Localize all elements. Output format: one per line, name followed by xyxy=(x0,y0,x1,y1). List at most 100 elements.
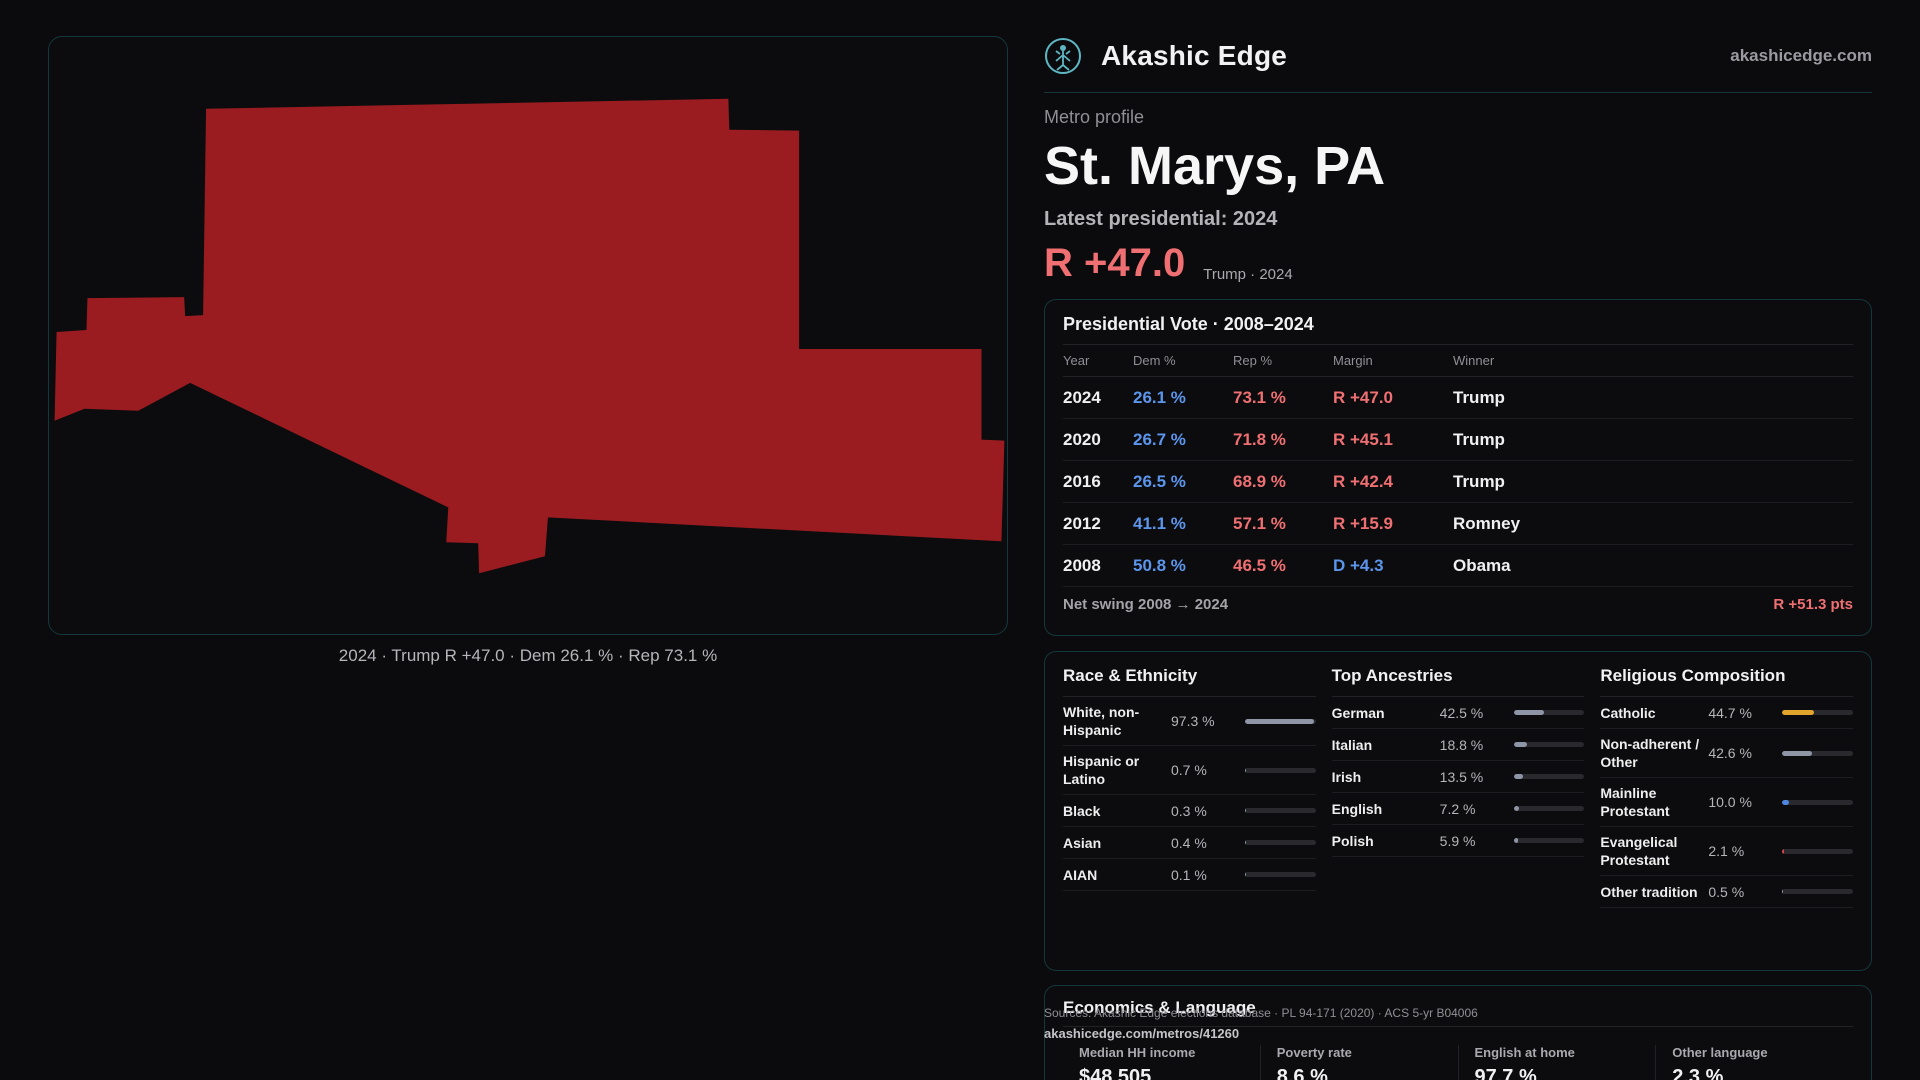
cell-rep: 71.8 % xyxy=(1233,418,1333,461)
headline-margin-value: R +47.0 xyxy=(1044,241,1186,285)
cell-rep: 68.9 % xyxy=(1233,460,1333,503)
cell-rep: 57.1 % xyxy=(1233,502,1333,545)
list-item: Hispanic or Latino 0.7 % xyxy=(1063,746,1316,795)
list-item: Italian 18.8 % xyxy=(1331,729,1585,761)
demographic-bar-track xyxy=(1245,767,1316,773)
brand-header: Akashic Edge akashicedge.com xyxy=(1044,36,1872,76)
economics-title: Economics & Language xyxy=(1063,998,1256,1017)
econ-stat-label: English at home xyxy=(1474,1045,1575,1060)
net-swing-value: R +51.3 pts xyxy=(1773,596,1853,613)
cell-rep: 46.5 % xyxy=(1233,544,1333,587)
demographic-bar-track xyxy=(1513,774,1585,779)
demographics-card: Race & Ethnicity White, non-Hispanic 97.3 … xyxy=(1044,651,1872,971)
demographic-label: Black xyxy=(1063,802,1101,819)
cell-dem: 26.7 % xyxy=(1133,418,1233,461)
net-swing-row: Net swing 2008 → 2024 R +51.3 pts xyxy=(1063,596,1853,613)
econ-stat-value: 8.6 % xyxy=(1276,1066,1328,1080)
headline-margin-sub: Trump · 2024 xyxy=(1203,266,1293,283)
demographic-bar-fill xyxy=(1245,718,1314,724)
demographic-bar-fill xyxy=(1782,799,1790,805)
demographic-bar-fill xyxy=(1513,838,1518,843)
demographic-value: 18.8 % xyxy=(1439,736,1484,753)
cell-year: 2020 xyxy=(1063,418,1133,461)
header-year: Year xyxy=(1063,344,1133,377)
list-item: Polish 5.9 % xyxy=(1331,825,1585,857)
demographics-column-title: Religious Composition xyxy=(1600,666,1854,697)
demographic-bar-track xyxy=(1513,742,1585,747)
tree-figure-icon xyxy=(1045,38,1081,74)
demographic-label: Asian xyxy=(1063,834,1102,851)
cell-year: 2016 xyxy=(1063,460,1133,503)
demographic-value: 0.3 % xyxy=(1171,802,1207,819)
table-row: 2012 41.1 % 57.1 % R +15.9 Romney xyxy=(1063,502,1853,545)
demographic-label: Catholic xyxy=(1600,704,1656,721)
econ-stat-value: $48,505 xyxy=(1079,1066,1152,1080)
map-caption: 2024 · Trump R +47.0 · Dem 26.1 % · Rep … xyxy=(338,646,718,665)
cell-year: 2008 xyxy=(1063,544,1133,587)
economics-grid: Median HH income $48,505 Poverty rate 8.… xyxy=(1063,1045,1853,1080)
demographic-label: White, non-Hispanic xyxy=(1063,704,1140,738)
demographic-bar-fill xyxy=(1245,767,1246,773)
section-eyebrow: Metro profile xyxy=(1044,107,1145,127)
table-row: 2008 50.8 % 46.5 % D +4.3 Obama xyxy=(1063,544,1853,587)
econ-stat: Other language 2.3 % xyxy=(1655,1045,1853,1080)
headline-margin: R +47.0 Trump · 2024 xyxy=(1044,241,1872,285)
econ-stat-label: Median HH income xyxy=(1079,1045,1196,1060)
demographic-bar-fill xyxy=(1513,806,1519,811)
profile-column: Akashic Edge akashicedge.com Metro profi… xyxy=(1044,36,1872,1080)
cell-margin: D +4.3 xyxy=(1333,544,1453,587)
cell-margin: R +45.1 xyxy=(1333,418,1453,461)
cell-winner: Trump xyxy=(1453,418,1853,461)
cell-winner: Trump xyxy=(1453,376,1853,419)
demographic-value: 42.6 % xyxy=(1708,745,1752,761)
demographic-label: Italian xyxy=(1331,736,1373,753)
metro-map[interactable] xyxy=(48,36,1008,635)
list-item: AIAN 0.1 % xyxy=(1063,859,1316,891)
metro-boundary-shape xyxy=(54,98,1005,574)
table-row: 2024 26.1 % 73.1 % R +47.0 Trump xyxy=(1063,376,1853,419)
metro-permalink[interactable]: akashicedge.com/metros/41260 xyxy=(1044,1026,1240,1041)
demographic-bar-fill xyxy=(1245,840,1246,845)
demographic-label: Polish xyxy=(1331,832,1374,849)
demographic-bar-track xyxy=(1245,872,1316,877)
page-title: St. Marys, PA xyxy=(1044,136,1386,196)
list-item: Mainline Protestant 10.0 % xyxy=(1600,778,1854,827)
demographic-bar-fill xyxy=(1245,872,1246,877)
demographic-bar-track xyxy=(1782,799,1854,805)
demographic-value: 44.7 % xyxy=(1708,704,1752,721)
cell-winner: Trump xyxy=(1453,460,1853,503)
demographic-label: Evangelical Protestant xyxy=(1600,834,1678,868)
list-item: German 42.5 % xyxy=(1331,697,1585,729)
header-margin: Margin xyxy=(1333,344,1453,377)
economics-card: Economics & Language Median HH income $4… xyxy=(1044,985,1872,1080)
cell-year: 2024 xyxy=(1063,376,1133,419)
demographic-value: 0.7 % xyxy=(1171,762,1207,778)
demographics-column: Top Ancestries German 42.5 % Italian 18.8 % I… xyxy=(1331,666,1585,970)
demographic-value: 2.1 % xyxy=(1708,843,1745,859)
demographic-bar-fill xyxy=(1513,742,1527,747)
cell-margin: R +15.9 xyxy=(1333,502,1453,545)
demographic-bar-track xyxy=(1513,838,1585,843)
list-item: English 7.2 % xyxy=(1331,793,1585,825)
list-item: Asian 0.4 % xyxy=(1063,827,1316,859)
demographic-value: 10.0 % xyxy=(1708,794,1752,810)
demographics-column: Race & Ethnicity White, non-Hispanic 97.3 … xyxy=(1063,666,1316,970)
demographic-bar-track xyxy=(1782,750,1854,756)
header-winner: Winner xyxy=(1453,344,1853,377)
econ-stat-value: 2.3 % xyxy=(1672,1066,1724,1080)
demographic-bar-fill xyxy=(1245,808,1246,813)
econ-stat: Poverty rate 8.6 % xyxy=(1259,1045,1458,1080)
list-item: White, non-Hispanic 97.3 % xyxy=(1063,697,1316,746)
table-row: 2016 26.5 % 68.9 % R +42.4 Trump xyxy=(1063,460,1853,503)
vote-table: Year Dem % Rep % Margin Winner 2024 26.1… xyxy=(1063,344,1853,587)
demographic-bar-track xyxy=(1782,889,1854,894)
demographic-label: English xyxy=(1331,800,1383,817)
header-divider xyxy=(1044,92,1872,93)
demographics-column-title: Race & Ethnicity xyxy=(1063,666,1316,697)
demographic-bar-track xyxy=(1245,718,1316,724)
demographic-label: German xyxy=(1331,704,1385,721)
brand-url-link[interactable]: akashicedge.com xyxy=(1730,46,1872,65)
list-item: Black 0.3 % xyxy=(1063,795,1316,827)
demographic-bar-fill xyxy=(1513,774,1524,779)
